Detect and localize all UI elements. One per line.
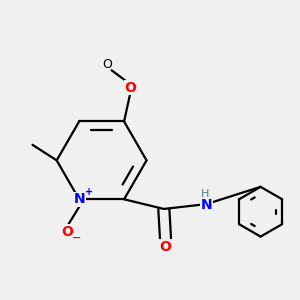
Text: −: − bbox=[72, 233, 81, 243]
Text: N: N bbox=[201, 198, 212, 212]
Text: O: O bbox=[61, 225, 73, 239]
Text: N: N bbox=[73, 192, 85, 206]
Text: O: O bbox=[124, 81, 136, 94]
Text: H: H bbox=[200, 189, 209, 200]
Text: +: + bbox=[85, 187, 93, 197]
Text: O: O bbox=[102, 58, 112, 70]
Text: O: O bbox=[160, 240, 172, 254]
